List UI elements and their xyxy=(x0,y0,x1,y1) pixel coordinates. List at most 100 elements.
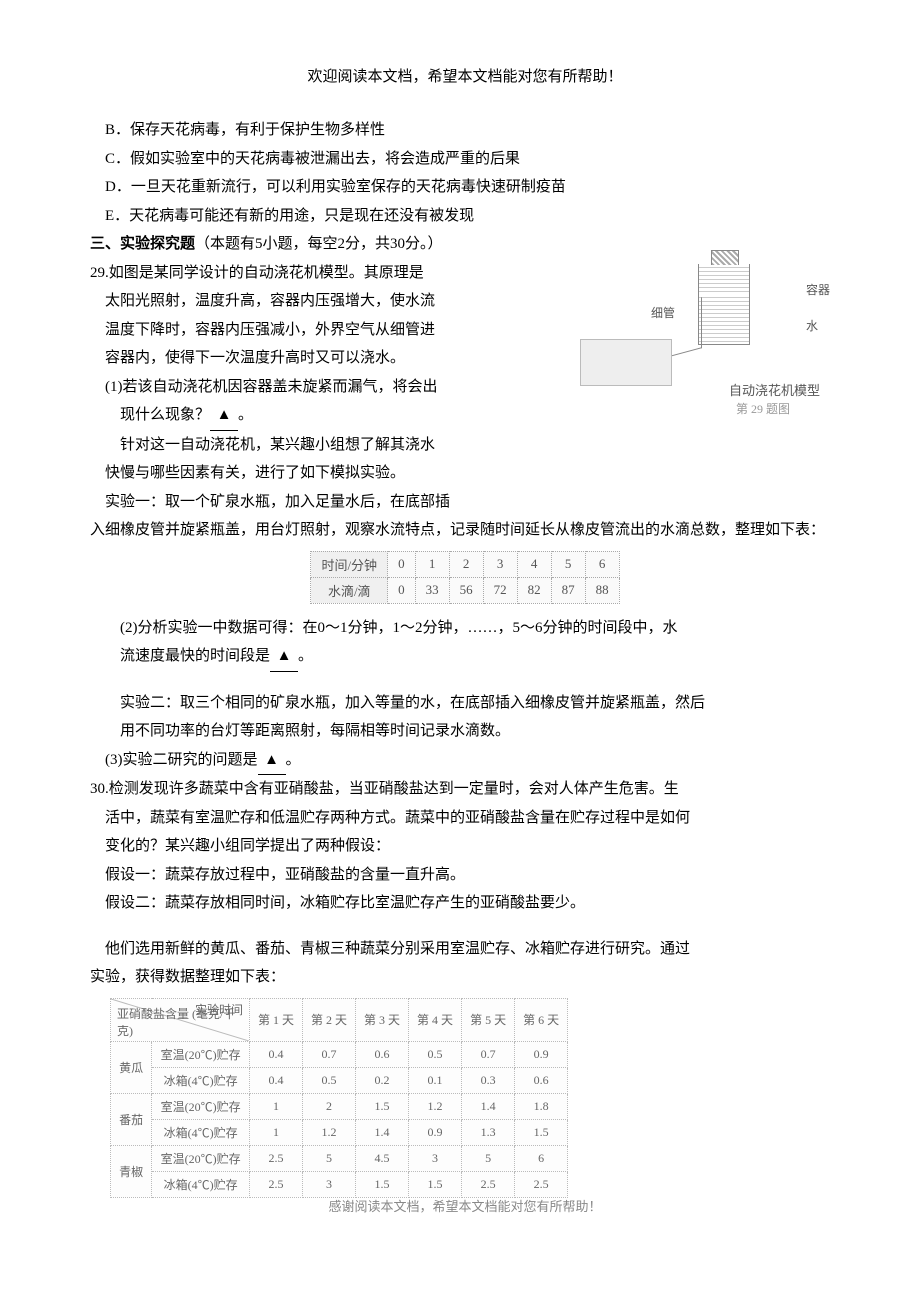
t2-fq-r-1: 1 xyxy=(250,1093,303,1119)
t2-qj-f-3: 1.5 xyxy=(356,1171,409,1197)
t2-day3: 第 3 天 xyxy=(356,998,409,1041)
t2-fq-f-6: 1.5 xyxy=(515,1119,568,1145)
t2-hg-r-4: 0.5 xyxy=(409,1041,462,1067)
t2-hg-f-4: 0.1 xyxy=(409,1067,462,1093)
q30-l2: 活中，蔬菜有室温贮存和低温贮存两种方式。蔬菜中的亚硝酸盐含量在贮存过程中是如何 xyxy=(90,804,840,833)
t2-hg-f-6: 0.6 xyxy=(515,1067,568,1093)
q30-l1: 30.检测发现许多蔬菜中含有亚硝酸盐，当亚硝酸盐达到一定量时，会对人体产生危害。… xyxy=(90,775,840,804)
t1-rowlabel-time: 时间/分钟 xyxy=(311,551,388,577)
t2-hg-r-3: 0.6 xyxy=(356,1041,409,1067)
t2-fq-r-2: 2 xyxy=(303,1093,356,1119)
q29-p2b-b: 。 xyxy=(298,648,313,664)
t2-hg-r-1: 0.4 xyxy=(250,1041,303,1067)
q29-p1b-b: 。 xyxy=(238,407,253,423)
t1-rowlabel-drops: 水滴/滴 xyxy=(311,577,388,603)
q30-l5: 实验，获得数据整理如下表： xyxy=(90,963,840,992)
t2-day1: 第 1 天 xyxy=(250,998,303,1041)
t1-d1: 33 xyxy=(415,577,449,603)
header-note: 欢迎阅读本文档，希望本文档能对您有所帮助！ xyxy=(90,65,840,86)
t1-d5: 87 xyxy=(551,577,585,603)
blank-1: ▲ xyxy=(210,401,238,431)
t2-qj-f-5: 2.5 xyxy=(462,1171,515,1197)
q29-p2a: (2)分析实验一中数据可得：在0～1分钟，1～2分钟，……，5～6分钟的时间段中… xyxy=(90,614,840,643)
t2-qj-f-6: 2.5 xyxy=(515,1171,568,1197)
t1-d4: 82 xyxy=(517,577,551,603)
t1-c1: 1 xyxy=(415,551,449,577)
t2-day2: 第 2 天 xyxy=(303,998,356,1041)
section-3-note: （本题有5小题，每空2分，共30分。） xyxy=(195,236,443,252)
label-tube: 细管 xyxy=(651,304,675,321)
q29-l5: 针对这一自动浇花机，某兴趣小组想了解其浇水 xyxy=(90,431,840,460)
t2-qj-r-6: 6 xyxy=(515,1145,568,1171)
option-c: C．假如实验室中的天花病毒被泄漏出去，将会造成严重的后果 xyxy=(90,145,840,174)
option-b: B．保存天花病毒，有利于保护生物多样性 xyxy=(90,116,840,145)
t2-hg-fridge-label: 冰箱(4℃)贮存 xyxy=(152,1067,250,1093)
t2-qj-r-4: 3 xyxy=(409,1145,462,1171)
blank-2: ▲ xyxy=(270,642,298,672)
t2-hg-f-2: 0.5 xyxy=(303,1067,356,1093)
t1-c2: 2 xyxy=(449,551,483,577)
t2-day5: 第 5 天 xyxy=(462,998,515,1041)
t2-hg-room-label: 室温(20℃)贮存 xyxy=(152,1041,250,1067)
t2-fq-r-6: 1.8 xyxy=(515,1093,568,1119)
q30-l3: 变化的？某兴趣小组同学提出了两种假设： xyxy=(90,832,840,861)
diagram-figref: 第 29 题图 xyxy=(736,400,790,417)
t1-d3: 72 xyxy=(483,577,517,603)
q29-table: 时间/分钟 0 1 2 3 4 5 6 水滴/滴 0 33 56 72 82 8… xyxy=(310,551,619,604)
t2-qj-r-5: 5 xyxy=(462,1145,515,1171)
t2-qj-fridge-label: 冰箱(4℃)贮存 xyxy=(152,1171,250,1197)
q29-p2b: 流速度最快的时间段是▲。 xyxy=(90,642,840,672)
t2-qj-r-2: 5 xyxy=(303,1145,356,1171)
t1-d2: 56 xyxy=(449,577,483,603)
q30-h1: 假设一：蔬菜存放过程中，亚硝酸盐的含量一直升高。 xyxy=(90,861,840,890)
t2-hg-f-5: 0.3 xyxy=(462,1067,515,1093)
t2-fq-f-5: 1.3 xyxy=(462,1119,515,1145)
t2-fq-r-3: 1.5 xyxy=(356,1093,409,1119)
t2-fq-f-2: 1.2 xyxy=(303,1119,356,1145)
t2-fq-f-1: 1 xyxy=(250,1119,303,1145)
q30-h2: 假设二：蔬菜存放相同时间，冰箱贮存比室温贮存产生的亚硝酸盐要少。 xyxy=(90,889,840,918)
q29-l6: 快慢与哪些因素有关，进行了如下模拟实验。 xyxy=(90,459,840,488)
t1-c5: 5 xyxy=(551,551,585,577)
q30-l4: 他们选用新鲜的黄瓜、番茄、青椒三种蔬菜分别采用室温贮存、冰箱贮存进行研究。通过 xyxy=(90,935,840,964)
t2-diag-bl: 亚硝酸盐含量 (毫克/千克) xyxy=(117,1005,249,1039)
t2-fq-r-5: 1.4 xyxy=(462,1093,515,1119)
t1-c6: 6 xyxy=(585,551,619,577)
t1-c3: 3 xyxy=(483,551,517,577)
option-d: D．一旦天花重新流行，可以利用实验室保存的天花病毒快速研制疫苗 xyxy=(90,173,840,202)
t2-day4: 第 4 天 xyxy=(409,998,462,1041)
q29-l8: 入细橡皮管并旋紧瓶盖，用台灯照射，观察水流特点，记录随时间延长从橡皮管流出的水滴… xyxy=(90,516,840,545)
label-water: 水 xyxy=(806,317,818,334)
q29-exp2a: 实验二：取三个相同的矿泉水瓶，加入等量的水，在底部插入细橡皮管并旋紧瓶盖，然后 xyxy=(90,689,840,718)
q29-p2b-a: 流速度最快的时间段是 xyxy=(120,648,270,664)
t2-hg-f-3: 0.2 xyxy=(356,1067,409,1093)
t2-hg-f-1: 0.4 xyxy=(250,1067,303,1093)
footer-note: 感谢阅读本文档，希望本文档能对您有所帮助！ xyxy=(90,1196,840,1215)
option-e: E．天花病毒可能还有新的用途，只是现在还没有被发现 xyxy=(90,202,840,231)
section-3-title: 三、实验探究题 xyxy=(90,236,195,252)
t2-fq-f-3: 1.4 xyxy=(356,1119,409,1145)
q29-exp2b: 用不同功率的台灯等距离照射，每隔相等时间记录水滴数。 xyxy=(90,717,840,746)
q29-diagram: 容器 细管 水 自动浇花机模型 第 29 题图 xyxy=(580,259,840,419)
t2-qj-r-3: 4.5 xyxy=(356,1145,409,1171)
t2-veg-qingjiao: 青椒 xyxy=(111,1145,152,1197)
t2-fq-room-label: 室温(20℃)贮存 xyxy=(152,1093,250,1119)
q29-p3b: 。 xyxy=(286,752,301,768)
t2-fq-fridge-label: 冰箱(4℃)贮存 xyxy=(152,1119,250,1145)
t2-qj-r-1: 2.5 xyxy=(250,1145,303,1171)
t2-qj-f-2: 3 xyxy=(303,1171,356,1197)
t2-fq-f-4: 0.9 xyxy=(409,1119,462,1145)
t2-veg-fanqie: 番茄 xyxy=(111,1093,152,1145)
t2-hg-r-6: 0.9 xyxy=(515,1041,568,1067)
t2-qj-f-4: 1.5 xyxy=(409,1171,462,1197)
bottle-shape xyxy=(698,264,750,345)
q29-p3a: (3)实验二研究的问题是 xyxy=(105,752,258,768)
t2-qj-room-label: 室温(20℃)贮存 xyxy=(152,1145,250,1171)
label-container: 容器 xyxy=(806,281,830,298)
t2-veg-huanggua: 黄瓜 xyxy=(111,1041,152,1093)
q30-table: 实验时间 亚硝酸盐含量 (毫克/千克) 第 1 天 第 2 天 第 3 天 第 … xyxy=(110,998,568,1198)
t2-fq-r-4: 1.2 xyxy=(409,1093,462,1119)
flowerpot-shape xyxy=(580,339,672,386)
t1-c0: 0 xyxy=(388,551,416,577)
diagram-caption: 自动浇花机模型 xyxy=(729,380,820,399)
